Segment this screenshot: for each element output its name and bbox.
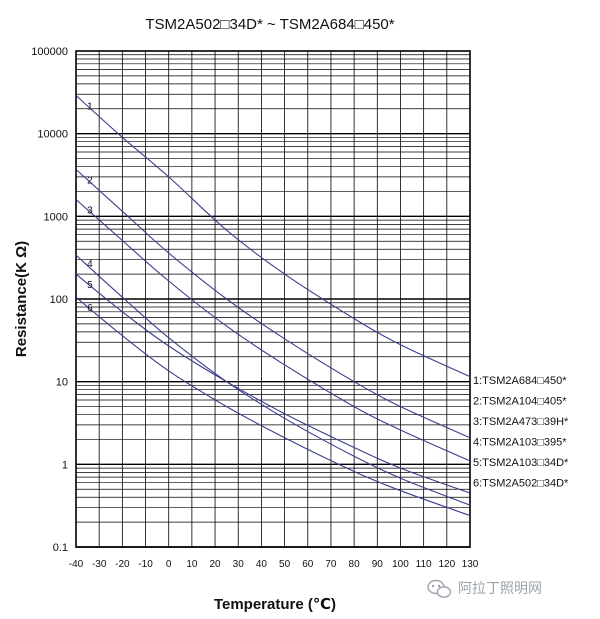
y-tick-label: 1 — [62, 459, 68, 471]
x-tick-label: 120 — [438, 559, 455, 570]
x-tick-label: 50 — [279, 559, 291, 570]
series-line-5 — [75, 273, 471, 494]
x-tick-label: 130 — [462, 559, 479, 570]
x-tick-label: -10 — [138, 559, 153, 570]
legend: 1:TSM2A684□450* 2:TSM2A104□405* 3:TSM2A473… — [473, 375, 569, 490]
legend-entry-2: 2:TSM2A104□405* — [473, 396, 567, 408]
curve-label-6: 6 — [87, 303, 93, 314]
curve-label-1: 1 — [87, 101, 93, 112]
curve-label-5: 5 — [87, 280, 93, 291]
x-tick-label: 110 — [416, 559, 432, 570]
curve-label-4: 4 — [87, 259, 93, 270]
y-tick-label: 1000 — [44, 211, 68, 223]
x-axis-label: Temperature (℃) — [214, 596, 336, 613]
watermark-text: 阿拉丁照明网 — [458, 580, 542, 596]
legend-entry-5: 5:TSM2A103□34D* — [473, 457, 569, 469]
x-tick-label: -40 — [69, 559, 84, 570]
y-tick-label: 100 — [50, 294, 68, 306]
legend-entry-4: 4:TSM2A103□395* — [473, 437, 567, 449]
x-tick-label: 0 — [166, 559, 172, 570]
x-tick-label: 100 — [392, 559, 409, 570]
x-tick-label: 60 — [302, 559, 314, 570]
x-tick-label: 30 — [233, 559, 245, 570]
x-tick-label: 40 — [256, 559, 268, 570]
y-tick-labels: 0.1 1 10 100 1000 10000 100000 — [31, 46, 68, 554]
chart-title: TSM2A502□34D* ~ TSM2A684□450* — [145, 16, 394, 33]
series-line-2 — [75, 168, 471, 439]
x-tick-label: 10 — [186, 559, 198, 570]
wechat-icon — [427, 579, 452, 598]
y-tick-label: 100000 — [31, 46, 68, 58]
chart-grid — [75, 51, 471, 548]
legend-entry-3: 3:TSM2A473□39H* — [473, 416, 569, 428]
series-line-6 — [75, 296, 471, 517]
x-tick-label: 80 — [349, 559, 361, 570]
series-line-3 — [75, 199, 471, 462]
curve-label-3: 3 — [87, 205, 93, 216]
y-tick-label: 10000 — [37, 129, 68, 141]
curve-label-2: 2 — [87, 175, 93, 186]
series-curves: 1 2 3 4 5 6 — [75, 94, 471, 517]
x-tick-label: 20 — [209, 559, 221, 570]
x-tick-labels: -40 -30 -20 -10 0 10 20 30 40 50 60 70 80 90 100 110 120… — [69, 559, 479, 570]
x-tick-label: -30 — [92, 559, 107, 570]
x-tick-label: 70 — [325, 559, 337, 570]
x-tick-label: 90 — [372, 559, 384, 570]
series-line-1 — [75, 94, 471, 378]
plot-frame — [75, 50, 471, 548]
watermark: 阿拉丁照明网 — [427, 579, 542, 598]
y-tick-label: 0.1 — [53, 542, 68, 554]
legend-entry-1: 1:TSM2A684□450* — [473, 375, 567, 387]
x-tick-label: -20 — [115, 559, 130, 570]
y-tick-label: 10 — [56, 377, 68, 389]
y-axis-label: Resistance(K Ω) — [13, 241, 30, 357]
legend-entry-6: 6:TSM2A502□34D* — [473, 478, 569, 490]
series-line-4 — [75, 254, 471, 506]
